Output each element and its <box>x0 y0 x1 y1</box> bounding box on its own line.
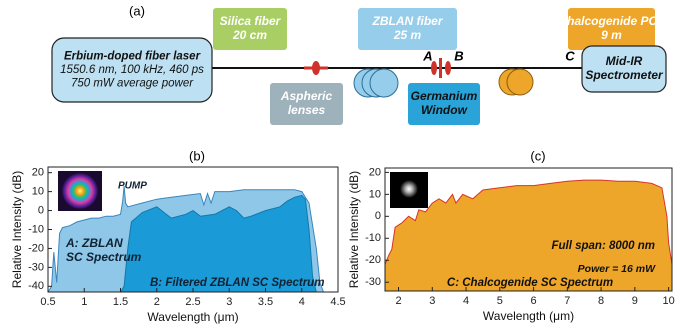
component-label: Silica fiber <box>220 14 282 28</box>
component-label: Spectrometer <box>585 68 664 82</box>
component-label: 20 cm <box>232 28 267 42</box>
component-box <box>270 83 343 125</box>
lens <box>445 61 451 75</box>
annotation: Power = 16 mW <box>578 263 656 275</box>
y-tick-label: 10 <box>369 188 381 200</box>
point-marker: C <box>565 48 575 63</box>
x-tick-label: 7 <box>564 295 570 307</box>
panel-label: (a) <box>129 3 145 18</box>
chart-title: (b) <box>189 148 205 163</box>
component-label: Erbium-doped fiber laser <box>64 51 201 63</box>
zblan-coil <box>353 68 399 98</box>
y-tick-label: 10 <box>32 186 44 198</box>
point-marker: A <box>422 48 432 63</box>
window <box>439 58 442 78</box>
component-label: 9 m <box>601 28 622 42</box>
annotation: A: ZBLAN <box>65 236 123 250</box>
y-axis-label: Relative Intensity (dB) <box>347 171 361 288</box>
x-tick-label: 2.5 <box>185 296 200 308</box>
area-fill <box>120 195 317 292</box>
y-tick-label: 0 <box>38 204 44 216</box>
spectrum-line <box>48 185 338 292</box>
y-tick-label: -20 <box>28 242 44 254</box>
spectrum-line <box>120 194 317 292</box>
x-tick-label: 1.5 <box>113 296 128 308</box>
x-axis-label: Wavelength (μm) <box>147 310 238 324</box>
component-label: Germanium <box>411 89 478 103</box>
mode-image-spot <box>62 173 98 209</box>
component-box <box>408 83 480 125</box>
y-tick-label: -10 <box>28 223 44 235</box>
component-label: Mid-IR <box>606 54 643 68</box>
x-tick-label: 8 <box>598 295 604 307</box>
component-label: 1550.6 nm, 100 kHz, 460 ps <box>60 64 204 76</box>
component-label: lenses <box>288 103 326 117</box>
area-fill <box>385 180 672 291</box>
y-axis-label: Relative Intensity (dB) <box>10 171 24 288</box>
y-tick-label: 20 <box>32 167 44 179</box>
annotation: PUMP <box>118 181 147 192</box>
component-box <box>358 8 457 50</box>
x-tick-label: 4 <box>299 296 305 308</box>
x-tick-label: 1 <box>81 296 87 308</box>
x-tick-label: 9 <box>632 295 638 307</box>
lens <box>431 61 437 75</box>
plot-frame <box>384 167 673 292</box>
component-box <box>581 45 667 93</box>
component-label: Chalcogenide PCF <box>558 14 665 28</box>
x-tick-label: 10 <box>662 295 674 307</box>
component-label: 750 mW average power <box>71 78 194 90</box>
annotation: Full span: 8000 nm <box>551 240 655 252</box>
annotation: C: Chalcogenide SC Spectrum <box>447 277 613 289</box>
x-tick-label: 0.5 <box>40 296 55 308</box>
x-tick-label: 4 <box>463 295 469 307</box>
component-box <box>568 8 655 50</box>
component-box <box>51 37 213 103</box>
component-label: Window <box>421 103 468 117</box>
spot-image-spot <box>400 180 418 198</box>
point-marker: B <box>454 48 463 63</box>
annotation: B: Filtered ZBLAN SC Spectrum <box>150 277 324 289</box>
x-tick-label: 2 <box>395 295 401 307</box>
x-tick-label: 6 <box>531 295 537 307</box>
y-tick-label: -30 <box>365 276 381 288</box>
y-tick-label: 20 <box>369 166 381 178</box>
x-tick-label: 3 <box>429 295 435 307</box>
component-box <box>213 8 287 50</box>
x-tick-label: 4.5 <box>330 296 345 308</box>
y-tick-label: -30 <box>28 261 44 273</box>
x-tick-label: 3.5 <box>258 296 273 308</box>
y-tick-label: -20 <box>365 254 381 266</box>
y-tick-label: 0 <box>375 210 381 222</box>
x-axis-label: Wavelength (μm) <box>483 309 574 323</box>
y-tick-label: -40 <box>28 280 44 292</box>
annotation: SC Spectrum <box>66 250 142 264</box>
x-tick-label: 5 <box>497 295 503 307</box>
y-tick-label: -10 <box>365 232 381 244</box>
chart-title: (c) <box>530 148 545 163</box>
x-tick-label: 2 <box>154 296 160 308</box>
component-label: Aspheric <box>280 89 333 103</box>
chalcogenide-coil <box>498 68 534 96</box>
spectrum-line <box>385 179 672 265</box>
x-tick-label: 3 <box>226 296 232 308</box>
component-label: 25 m <box>393 28 422 42</box>
component-label: ZBLAN fiber <box>372 14 444 28</box>
